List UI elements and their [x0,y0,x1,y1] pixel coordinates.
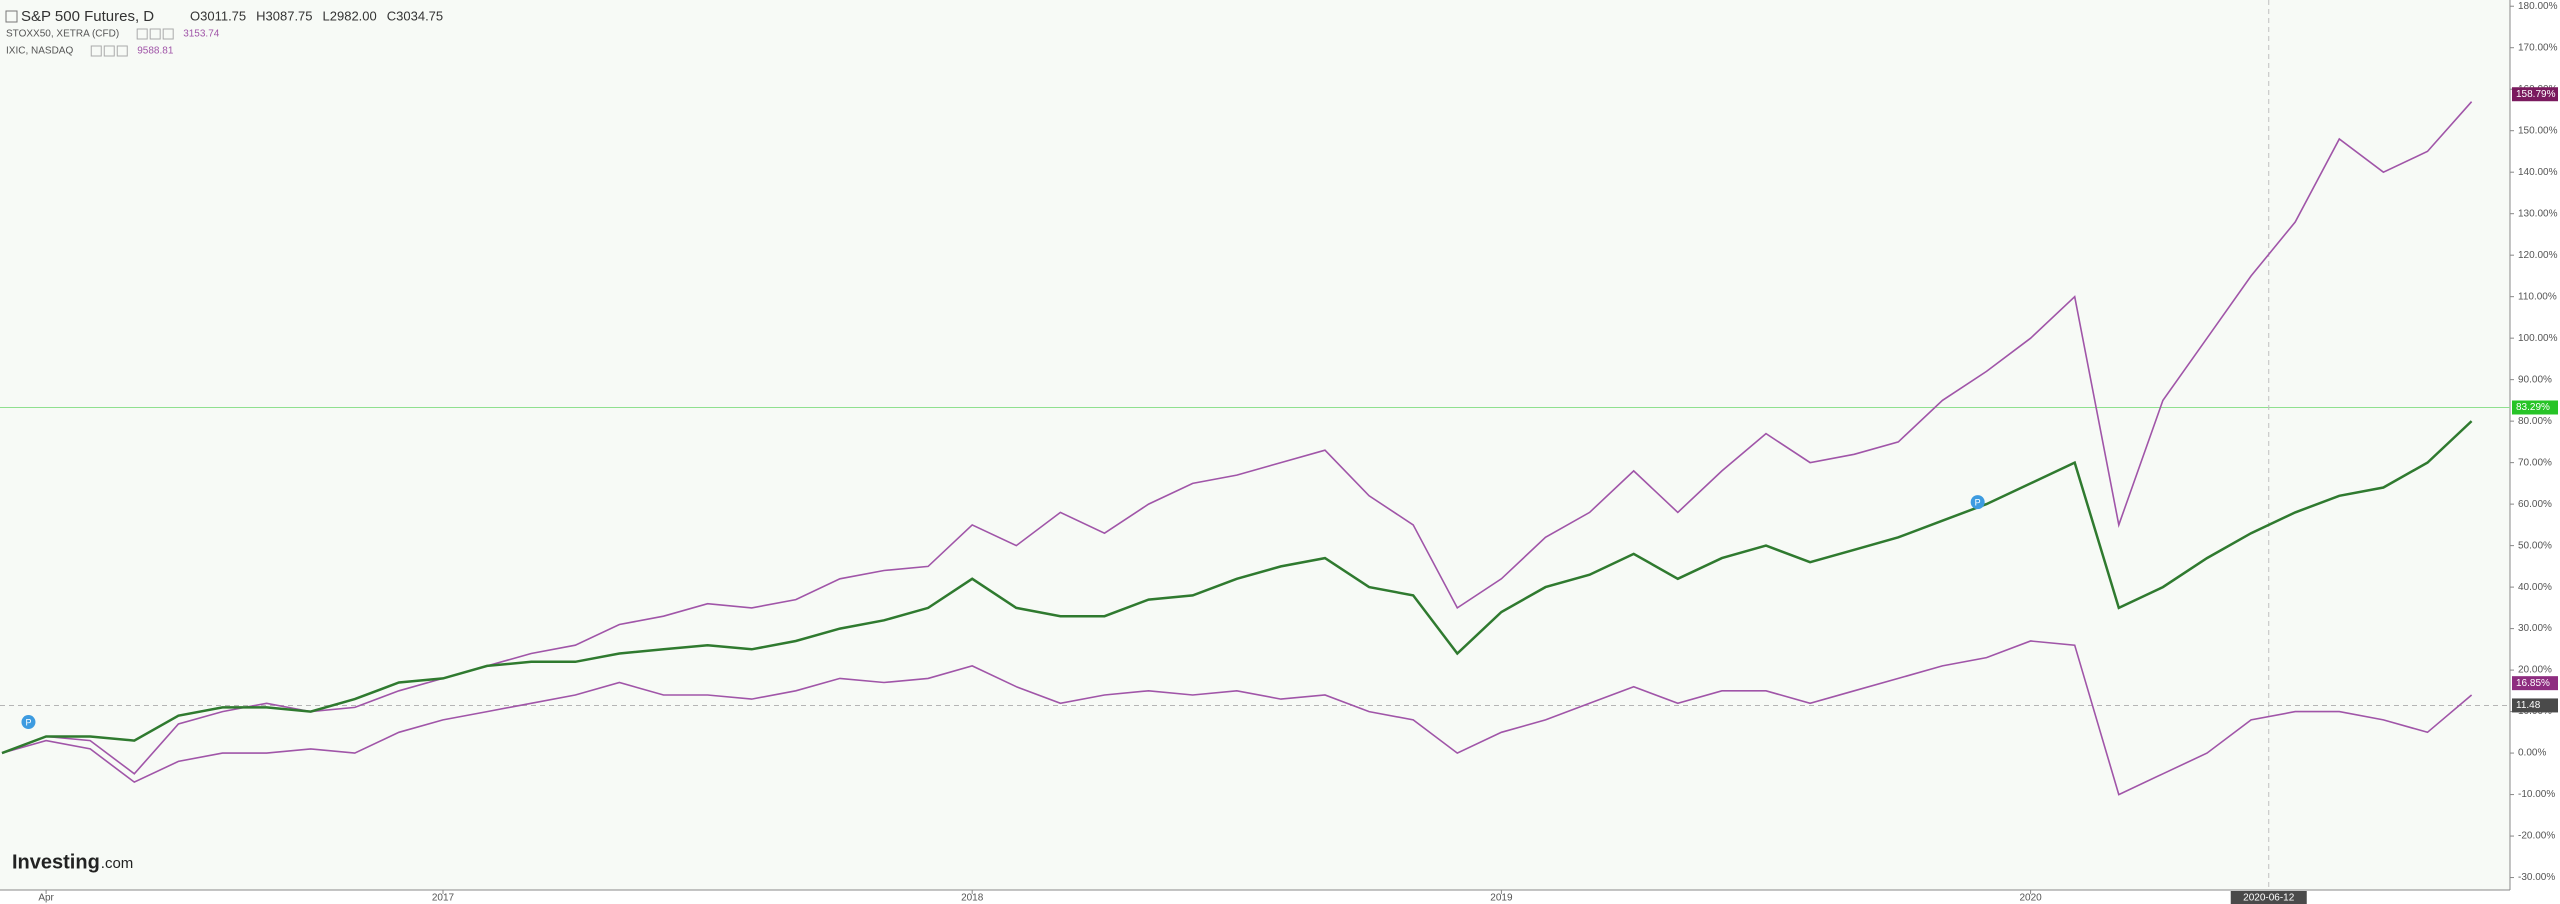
event-marker[interactable] [1970,495,1985,510]
price-label: 83.29% [2516,402,2550,413]
ohlc-value: H3087.75 [256,8,312,23]
plot-area [0,0,2510,890]
y-tick-label: 80.00% [2518,416,2552,427]
y-tick-label: 120.00% [2518,250,2558,261]
y-tick-label: -30.00% [2518,872,2555,883]
legend-title: S&P 500 Futures, D [21,8,154,25]
price-label-bg [2512,698,2558,713]
legend-icon[interactable] [90,45,102,57]
event-marker-label: P [25,717,31,727]
collapse-icon[interactable] [5,10,18,23]
y-tick-label: 110.00% [2518,291,2557,302]
legend: S&P 500 Futures, D O3011.75 H3087.75 L2982… [5,8,443,57]
y-tick-label: 30.00% [2518,623,2552,634]
legend-icon[interactable] [149,28,161,40]
legend-icon[interactable] [136,28,148,40]
legend-last: 9588.81 [137,46,174,57]
ohlc-value: L2982.00 [323,8,377,23]
event-marker-label: P [1975,498,1981,508]
x-tick-label: Apr [38,893,54,904]
y-tick-label: 40.00% [2518,582,2552,593]
y-tick-label: 20.00% [2518,665,2552,676]
y-tick-label: 50.00% [2518,540,2552,551]
ohlc-value: C3034.75 [387,8,443,23]
x-tick-label: 2018 [961,893,984,904]
legend-series: STOXX50, XETRA (CFD) [6,29,119,40]
legend-icon[interactable] [116,45,128,57]
ohlc-value: O3011.75 [190,8,246,23]
price-label-bg [2512,676,2558,691]
y-tick-label: 130.00% [2518,208,2558,219]
watermark: .com [101,855,134,872]
watermark: Investing [12,851,100,873]
legend-series: IXIC, NASDAQ [6,46,73,57]
price-label: 11.48 [2516,700,2541,711]
y-tick-label: 0.00% [2518,748,2546,759]
x-tick-label: 2020 [2019,893,2042,904]
x-tick-label: 2017 [432,893,455,904]
price-label: 16.85% [2516,678,2550,689]
y-tick-label: 170.00% [2518,42,2558,53]
x-tick-label: 2019 [1490,893,1513,904]
price-label-bg [2512,400,2558,415]
series-line [1,640,2473,796]
y-tick-label: -20.00% [2518,831,2555,842]
y-tick-label: 60.00% [2518,499,2552,510]
y-tick-label: 70.00% [2518,457,2552,468]
price-label: 158.79% [2516,89,2556,100]
y-tick-label: 100.00% [2518,333,2558,344]
event-marker[interactable] [21,715,36,730]
crosshair-label-bg [2230,891,2307,904]
y-tick-label: 90.00% [2518,374,2552,385]
legend-icon[interactable] [162,28,174,40]
y-tick-label: 180.00% [2518,1,2558,12]
legend-icon[interactable] [103,45,115,57]
y-tick-label: -10.00% [2518,789,2555,800]
legend-last: 3153.74 [183,29,220,40]
series-line [1,420,2473,755]
y-tick-label: 150.00% [2518,125,2558,136]
price-label-bg [2512,87,2558,102]
y-tick-label: 140.00% [2518,167,2558,178]
series-line [1,101,2473,775]
crosshair-label: 2020-06-12 [2243,893,2295,904]
price-axis [2510,0,2560,904]
